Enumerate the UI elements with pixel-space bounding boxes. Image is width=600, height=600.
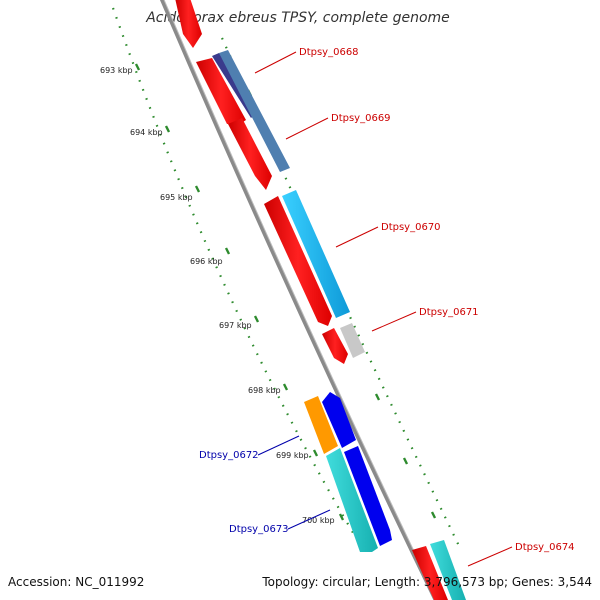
genome-backbone: [159, 0, 438, 600]
gene-arrow-dtpsy-0668: [196, 58, 246, 124]
gene-label-dtpsy-0671[interactable]: Dtpsy_0671: [419, 307, 479, 318]
gene-arrow-red-mid: [228, 118, 272, 190]
gene-arrow-dtpsy-0670: [264, 196, 332, 326]
tick-label: 694 kbp: [130, 128, 163, 137]
genome-summary-text: Topology: circular; Length: 3,796,573 bp…: [261, 575, 592, 589]
gene-arrow-dtpsy-0673: [326, 448, 378, 552]
gene-arrow-dtpsy-0669: [219, 50, 290, 172]
gene-arrow-skyblue: [282, 190, 350, 318]
gene-arrow-blue-lower: [344, 446, 392, 546]
accession-text: Accession: NC_011992: [8, 575, 144, 589]
gene-arrow-blue-upper: [322, 392, 356, 448]
map-title: Acidovorax ebreus TPSY, complete genome: [145, 10, 450, 26]
gene-label-dtpsy-0673[interactable]: Dtpsy_0673: [229, 524, 289, 535]
gene-label-dtpsy-0670[interactable]: Dtpsy_0670: [381, 222, 441, 233]
tick-label: 693 kbp: [100, 66, 133, 75]
inner-scale-dotted-line: [111, 7, 363, 549]
gene-label-leaders: [254, 51, 513, 567]
scale-tick-labels: 693 kbp 694 kbp 695 kbp 696 kbp 697 kbp …: [100, 66, 335, 525]
gene-label-dtpsy-0668[interactable]: Dtpsy_0668: [299, 47, 359, 58]
tick-label: 698 kbp: [248, 386, 281, 395]
tick-label: 699 kbp: [276, 451, 309, 460]
gene-label-dtpsy-0672[interactable]: Dtpsy_0672: [199, 450, 259, 461]
tick-label: 700 kbp: [302, 516, 335, 525]
tick-label: 697 kbp: [219, 321, 252, 330]
gene-label-dtpsy-0674[interactable]: Dtpsy_0674: [515, 542, 575, 553]
gene-arrow-dtpsy-0671-red: [322, 328, 348, 364]
cds-features: [175, 0, 466, 600]
tick-label: 695 kbp: [160, 193, 193, 202]
gene-label-dtpsy-0669[interactable]: Dtpsy_0669: [331, 113, 391, 124]
gene-arrow-red-top: [175, 0, 202, 48]
gene-labels: Dtpsy_0668 Dtpsy_0669 Dtpsy_0670 Dtpsy_0…: [199, 47, 575, 553]
gene-arrow-dtpsy-0674-red: [412, 546, 448, 600]
tick-label: 696 kbp: [190, 257, 223, 266]
gene-arrow-dtpsy-0671-gray: [340, 323, 365, 358]
gene-arrow-dtpsy-0674-teal: [430, 540, 466, 600]
genome-backbone-highlight: [163, 0, 439, 600]
gene-arrow-dtpsy-0672: [304, 396, 338, 454]
